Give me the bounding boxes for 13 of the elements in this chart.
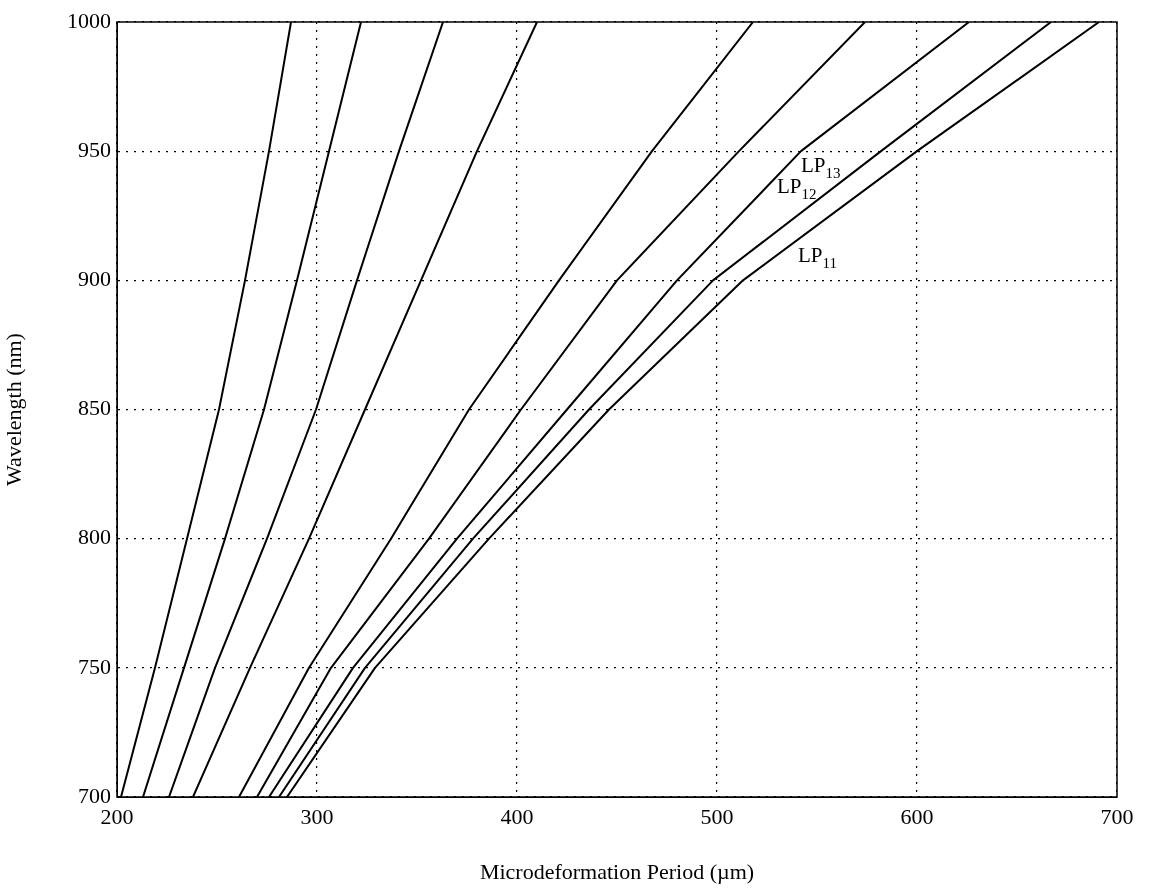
- y-axis-title: Wavelength (nm): [0, 333, 26, 486]
- y-tick-label: 900: [78, 266, 111, 292]
- x-tick-label: 300: [300, 803, 334, 829]
- y-tick-label: 750: [78, 653, 111, 679]
- x-axis-title: Microdeformation Period (µm): [479, 858, 755, 884]
- y-tick-label: 1000: [67, 7, 111, 33]
- x-tick-label: 500: [700, 803, 734, 829]
- y-tick-label: 950: [78, 136, 111, 162]
- x-tick-label: 400: [500, 803, 534, 829]
- y-tick-label: 800: [78, 524, 111, 550]
- x-tick-label: 700: [1100, 803, 1134, 829]
- x-tick-label: 600: [900, 803, 934, 829]
- y-tick-label: 850: [78, 395, 111, 421]
